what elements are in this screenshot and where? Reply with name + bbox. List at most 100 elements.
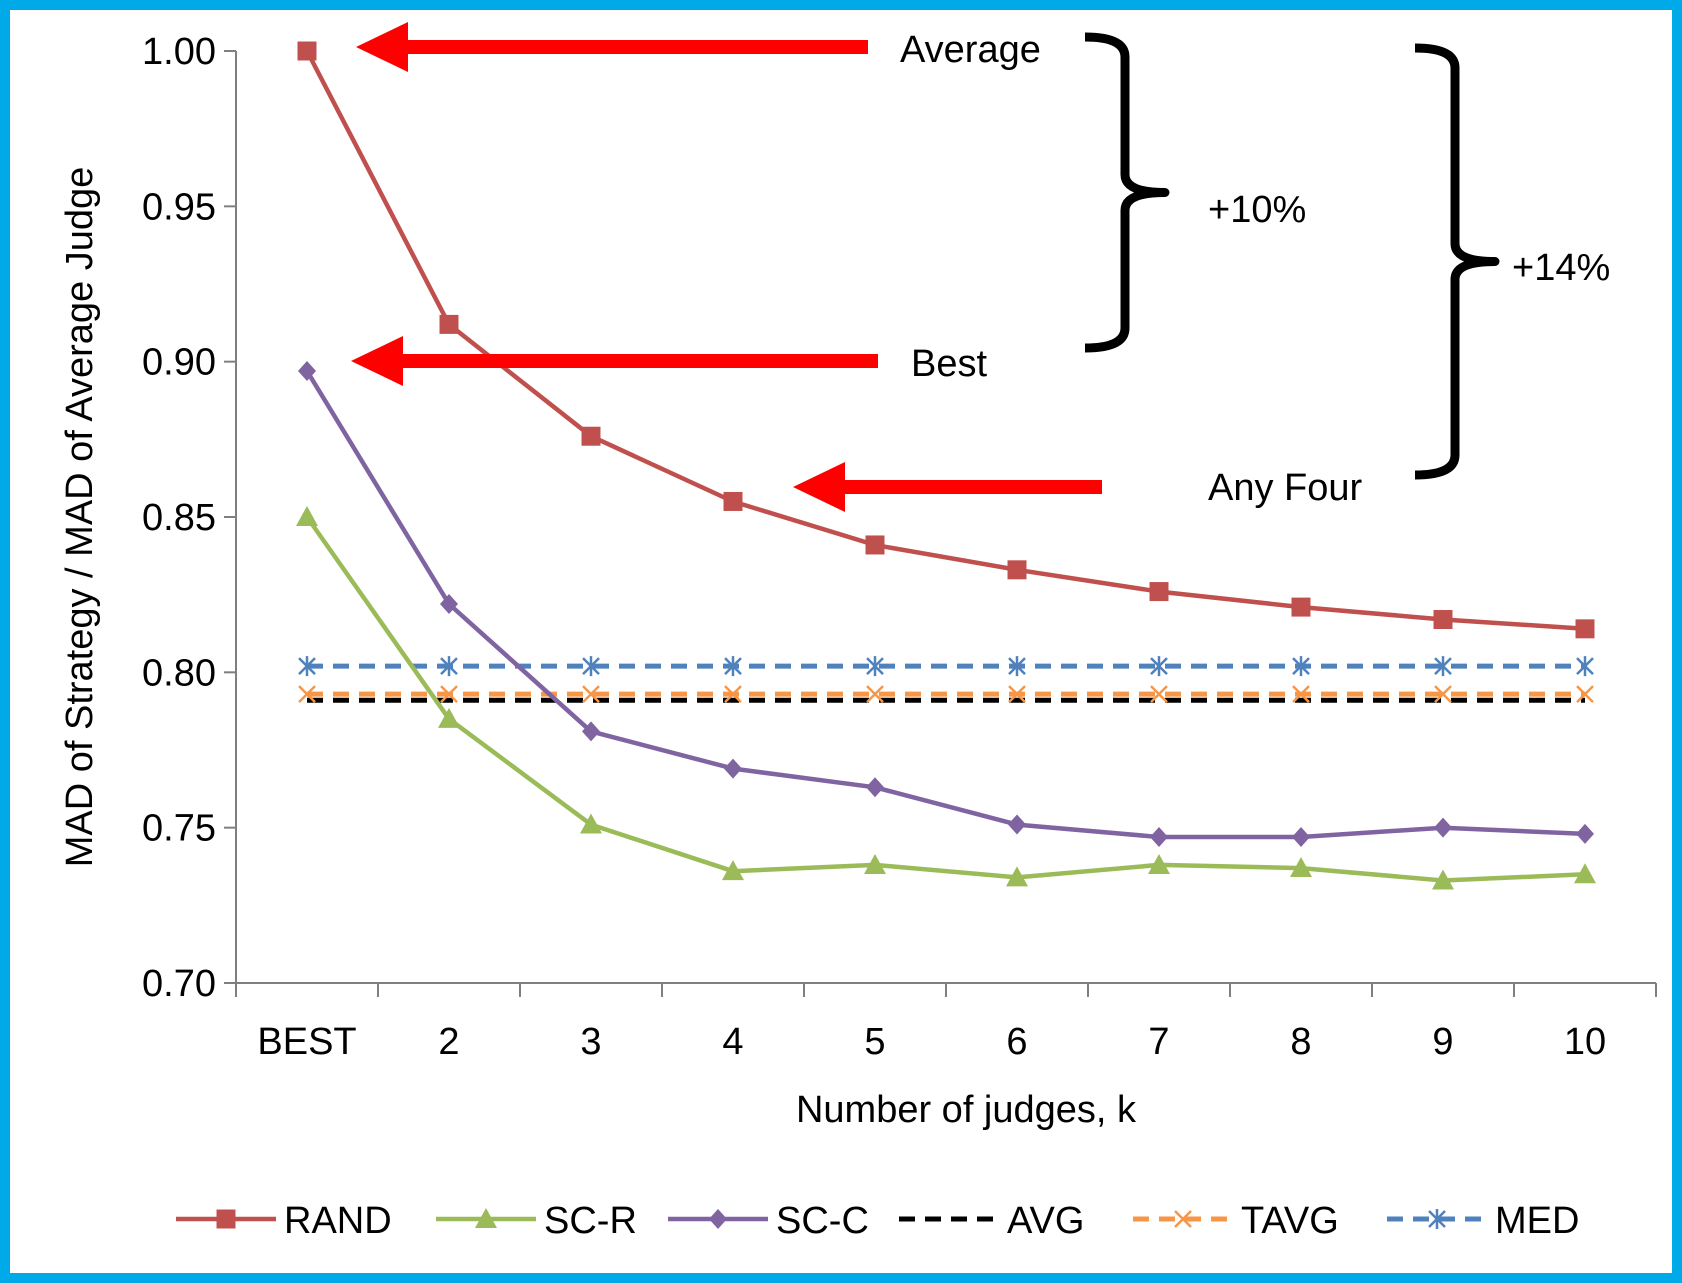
series-med (298, 656, 1594, 677)
annotation-layer: Average Best Any Four +10% +14% (351, 22, 1610, 512)
marker-rand (1149, 582, 1169, 602)
marker-sc-r (438, 707, 460, 728)
marker-rand (1291, 597, 1311, 617)
y-tick-label: 0.80 (142, 652, 216, 694)
arrow-best-head (351, 336, 403, 386)
marker-med (1008, 656, 1026, 677)
bracket-large-label: +14% (1512, 247, 1610, 289)
series-sc-c (298, 360, 1594, 847)
marker-sc-r (296, 506, 318, 526)
legend-item-sc-r: SC-R (436, 1200, 637, 1242)
legend-marker-med (1428, 1209, 1446, 1229)
marker-tavg-stroke (866, 685, 884, 703)
y-tick-label: 0.90 (142, 342, 216, 384)
marker-tavg (298, 685, 316, 703)
marker-med (582, 656, 600, 677)
y-tick-label: 0.95 (142, 186, 216, 228)
legend-marker-tavg-stroke (1174, 1210, 1192, 1228)
x-tick-label: 10 (1564, 1021, 1606, 1063)
marker-tavg (582, 685, 600, 703)
arrow-average-head (356, 22, 408, 72)
annotation-average-label: Average (900, 29, 1041, 71)
y-tick-label: 1.00 (142, 31, 216, 73)
marker-rand (1433, 610, 1453, 630)
marker-tavg-stroke (1434, 685, 1452, 703)
series-line-sc-c (305, 369, 1586, 840)
marker-tavg (1434, 685, 1452, 703)
legend-item-med: MED (1387, 1200, 1579, 1242)
y-tick-label: 0.85 (142, 497, 216, 539)
marker-tavg (1150, 685, 1168, 703)
arrow-average (356, 22, 868, 72)
marker-sc-c (1008, 814, 1026, 835)
y-tick-label: 0.70 (142, 963, 216, 1005)
marker-sc-c (866, 777, 884, 798)
x-tick-label: 8 (1290, 1021, 1311, 1063)
marker-tavg-stroke (1008, 685, 1026, 703)
legend-label-rand: RAND (284, 1200, 392, 1242)
x-tick-label: 9 (1432, 1021, 1453, 1063)
marker-sc-r (1006, 866, 1028, 887)
legend-marker-sc-c (709, 1209, 727, 1229)
marker-sc-c (1292, 826, 1310, 847)
series-tavg (298, 685, 1594, 703)
marker-sc-r (1432, 869, 1454, 890)
marker-tavg-stroke (440, 685, 458, 703)
marker-sc-r (722, 860, 744, 881)
series-sc-r (296, 506, 1596, 890)
series-layer (296, 41, 1596, 890)
legend-label-sc-r: SC-R (544, 1200, 637, 1242)
marker-sc-c (1576, 823, 1594, 844)
legend-label-med: MED (1495, 1200, 1579, 1242)
series-line-sc-r (305, 515, 1586, 883)
bracket-large (1414, 43, 1500, 480)
annotation-best-label: Best (911, 343, 987, 385)
marker-tavg (724, 685, 742, 703)
marker-rand (865, 535, 885, 555)
legend-item-tavg: TAVG (1133, 1200, 1339, 1242)
marker-med (298, 656, 316, 677)
bracket-small-label: +10% (1208, 189, 1306, 231)
y-tick-label: 0.75 (142, 808, 216, 850)
marker-sc-r (864, 853, 886, 874)
marker-tavg-stroke (582, 685, 600, 703)
marker-sc-r (1148, 853, 1170, 874)
marker-rand (1007, 560, 1027, 580)
marker-med (1150, 656, 1168, 677)
marker-rand (1575, 619, 1595, 639)
marker-med (440, 656, 458, 677)
marker-tavg (866, 685, 884, 703)
series-rand (297, 41, 1595, 639)
marker-tavg (1292, 685, 1310, 703)
marker-sc-c (1434, 817, 1452, 838)
annotation-any-four-label: Any Four (1208, 467, 1363, 509)
marker-sc-c (298, 360, 316, 381)
x-tick-label: 6 (1006, 1021, 1027, 1063)
legend-item-rand: RAND (176, 1200, 392, 1242)
marker-tavg (1008, 685, 1026, 703)
arrow-best (351, 336, 878, 386)
marker-sc-c (440, 593, 458, 614)
marker-tavg-stroke (1576, 685, 1594, 703)
marker-sc-c (724, 758, 742, 779)
legend-label-tavg: TAVG (1241, 1200, 1339, 1242)
marker-tavg-stroke (724, 685, 742, 703)
marker-sc-r (1574, 863, 1596, 884)
legend: RAND SC-R SC-C AVG TAVG MED (176, 1200, 1579, 1242)
marker-med (1434, 656, 1452, 677)
legend-item-sc-c: SC-C (668, 1200, 869, 1242)
marker-med (1576, 656, 1594, 677)
marker-tavg-stroke (1150, 685, 1168, 703)
x-tick-label: BEST (257, 1021, 356, 1063)
marker-sc-c (582, 721, 600, 742)
x-tick-label: 5 (864, 1021, 885, 1063)
marker-sc-c (1150, 826, 1168, 847)
marker-med (724, 656, 742, 677)
arrow-any-four-head (793, 462, 845, 512)
marker-rand (439, 314, 459, 334)
legend-marker-tavg (1174, 1210, 1192, 1228)
x-axis-title: Number of judges, k (796, 1089, 1137, 1131)
axes: 0.70 0.75 0.80 0.85 0.90 0.95 1.00 BEST 2 3 4 5 6 7 8 9… (142, 31, 1657, 1063)
